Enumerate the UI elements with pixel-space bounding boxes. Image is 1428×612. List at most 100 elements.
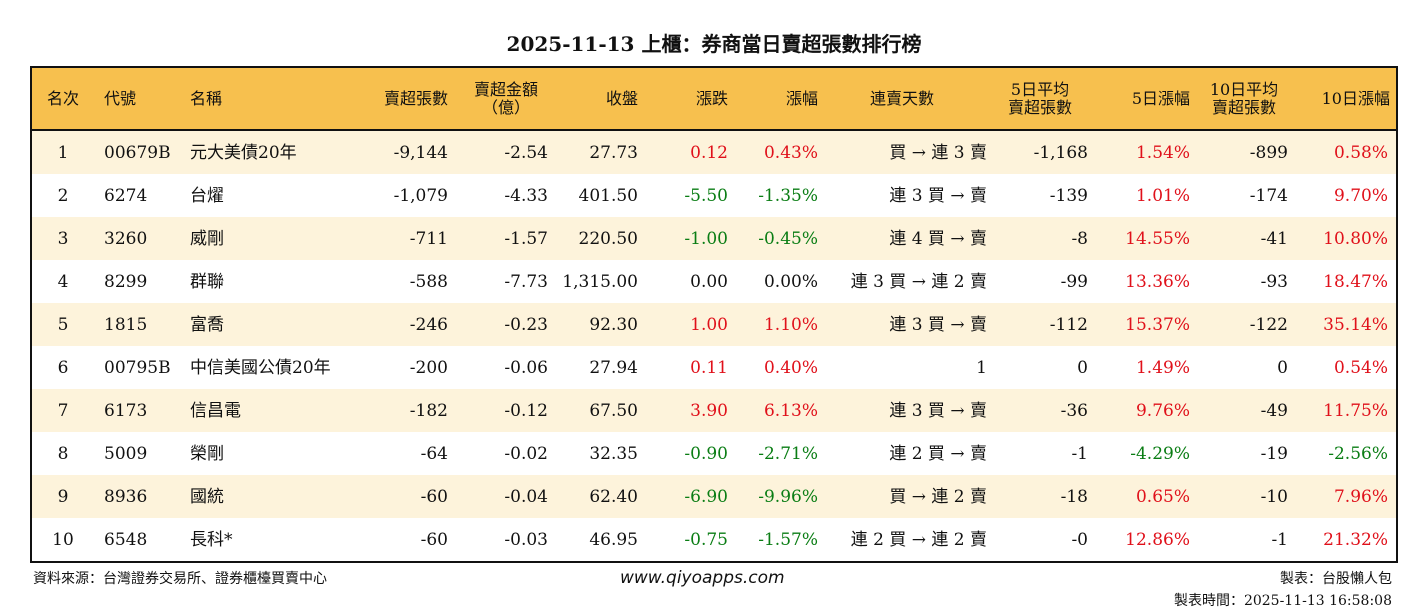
- table-cell: 401.50: [578, 185, 638, 206]
- table-row: 8 5009 榮剛 -64 -0.02 32.35 -0.90 -2.71% 連 2 買 → 賣…: [32, 432, 1396, 475]
- table-cell: 威剛: [190, 228, 224, 249]
- table-cell: 1815: [104, 314, 148, 335]
- table-cell: 8: [57, 443, 69, 464]
- table-cell: 21.32%: [1323, 529, 1388, 550]
- table-cell: -899: [1249, 142, 1288, 163]
- table-cell: -7.73: [504, 271, 548, 292]
- table-cell: 0.58%: [1333, 142, 1388, 163]
- table-cell: 62.40: [589, 486, 638, 507]
- table-row: 4 8299 群聯 -588 -7.73 1,315.00 0.00 0.00% 連 3 買 →…: [32, 260, 1396, 303]
- table-cell: 1,315.00: [562, 271, 638, 292]
- table-cell: 1.10%: [763, 314, 818, 335]
- table-cell: -1.00: [684, 228, 728, 249]
- table-cell: 連 3 買 → 賣: [889, 314, 987, 335]
- table-cell: 1: [976, 357, 987, 378]
- table-cell: -60: [420, 486, 448, 507]
- table-cell: -1,079: [393, 185, 448, 206]
- table-cell: 12.86%: [1125, 529, 1190, 550]
- table-cell: -0.90: [684, 443, 728, 464]
- table-cell: -2.54: [504, 142, 548, 163]
- table-cell: 27.94: [589, 357, 638, 378]
- table-cell: -174: [1249, 185, 1288, 206]
- column-header: 10日漲幅: [1321, 88, 1390, 108]
- table-cell: -9.96%: [758, 486, 818, 507]
- table-cell: 1: [57, 142, 69, 163]
- table-cell: 220.50: [578, 228, 638, 249]
- table-cell: -99: [1060, 271, 1088, 292]
- table-cell: 連 2 買 → 賣: [889, 443, 987, 464]
- table-cell: 信昌電: [190, 400, 241, 421]
- table-cell: 1.01%: [1135, 185, 1190, 206]
- table-cell: 8936: [104, 486, 148, 507]
- table-cell: 7.96%: [1333, 486, 1388, 507]
- page-title: 2025-11-13 上櫃：券商當日賣超張數排行榜: [506, 32, 922, 56]
- table-cell: -122: [1249, 314, 1288, 335]
- table-cell: 15.37%: [1125, 314, 1190, 335]
- table-cell: -0.06: [504, 357, 548, 378]
- website-link[interactable]: www.qiyoapps.com: [620, 568, 785, 588]
- table-cell: 3: [57, 228, 69, 249]
- table-cell: -49: [1260, 400, 1288, 421]
- table-row: 10 6548 長科* -60 -0.03 46.95 -0.75 -1.57% 連 2 買 →…: [32, 518, 1396, 561]
- table-cell: -5.50: [684, 185, 728, 206]
- table-cell: 連 4 買 → 賣: [889, 228, 987, 249]
- table-cell: -711: [409, 228, 448, 249]
- table-cell: -182: [409, 400, 448, 421]
- table-body: 1 00679B 元大美債20年 -9,144 -2.54 27.73 0.12 0.43% 買…: [32, 131, 1396, 561]
- table-cell: 0.00: [690, 271, 728, 292]
- table-cell: 買 → 連 3 賣: [889, 142, 987, 163]
- table-cell: 13.36%: [1125, 271, 1190, 292]
- table-cell: -8: [1071, 228, 1088, 249]
- table-cell: -0.75: [684, 529, 728, 550]
- table-cell: -0.45%: [758, 228, 818, 249]
- table-cell: 9.70%: [1333, 185, 1388, 206]
- table-cell: -1.35%: [758, 185, 818, 206]
- table-cell: 1.49%: [1135, 357, 1190, 378]
- table-row: 1 00679B 元大美債20年 -9,144 -2.54 27.73 0.12 0.43% 買…: [32, 131, 1396, 174]
- table-cell: 0.40%: [763, 357, 818, 378]
- table-row: 3 3260 威剛 -711 -1.57 220.50 -1.00 -0.45% 連 4 買 →…: [32, 217, 1396, 260]
- table-cell: -64: [420, 443, 448, 464]
- column-header: 連賣天數: [869, 88, 934, 108]
- table-cell: 3.90: [690, 400, 728, 421]
- table-cell: 9.76%: [1135, 400, 1190, 421]
- table-row: 2 6274 台燿 -1,079 -4.33 401.50 -5.50 -1.35% 連 3 買…: [32, 174, 1396, 217]
- table-cell: -0.23: [504, 314, 548, 335]
- table-cell: 46.95: [589, 529, 638, 550]
- table-cell: 3260: [104, 228, 148, 249]
- table-cell: 14.55%: [1125, 228, 1190, 249]
- table-cell: 2: [57, 185, 69, 206]
- column-header: 收盤: [605, 88, 638, 108]
- table-cell: -41: [1260, 228, 1288, 249]
- column-header: 名稱: [190, 88, 223, 108]
- table-cell: 1.54%: [1135, 142, 1190, 163]
- table-cell: -1.57: [504, 228, 548, 249]
- table-cell: -2.56%: [1328, 443, 1388, 464]
- table-cell: 4: [57, 271, 69, 292]
- maker-label: 製表：台股懶人包: [1280, 571, 1392, 587]
- table-cell: -0.04: [504, 486, 548, 507]
- table-cell: -18: [1060, 486, 1088, 507]
- table-cell: 0.43%: [763, 142, 818, 163]
- column-header: 代號: [104, 88, 137, 108]
- table-row: 5 1815 富喬 -246 -0.23 92.30 1.00 1.10% 連 3 買 → 賣 -…: [32, 303, 1396, 346]
- table-cell: -1: [1071, 443, 1088, 464]
- column-header: 10日平均 賣超張數: [1209, 79, 1279, 117]
- column-header: 漲跌: [695, 88, 728, 108]
- table-cell: 6548: [104, 529, 148, 550]
- table-cell: 0.54%: [1333, 357, 1388, 378]
- table-cell: -93: [1260, 271, 1288, 292]
- table-cell: 連 3 買 → 連 2 賣: [850, 271, 987, 292]
- table-cell: 榮剛: [190, 443, 224, 464]
- table-cell: 10.80%: [1323, 228, 1388, 249]
- table-cell: -4.29%: [1130, 443, 1190, 464]
- table-cell: -588: [409, 271, 448, 292]
- table-cell: 元大美債20年: [190, 142, 297, 163]
- table-cell: 0.65%: [1135, 486, 1190, 507]
- column-header: 漲幅: [785, 88, 818, 108]
- table-cell: 群聯: [190, 271, 224, 292]
- table-cell: 0: [1277, 357, 1288, 378]
- table-cell: -60: [420, 529, 448, 550]
- table-cell: -112: [1049, 314, 1088, 335]
- table-cell: 92.30: [589, 314, 638, 335]
